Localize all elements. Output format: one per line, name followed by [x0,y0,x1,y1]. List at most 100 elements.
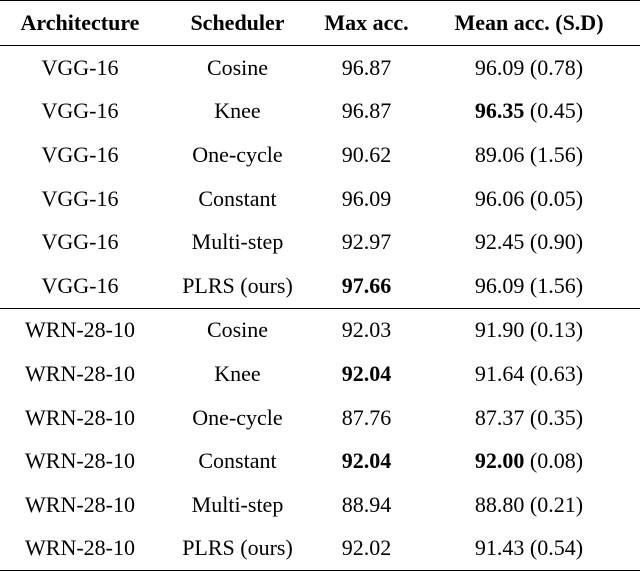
max-acc-cell: 97.66 [315,263,418,309]
scheduler-cell: One-cycle [192,141,283,167]
max-acc: 96.87 [341,54,392,80]
mean-acc: 96.06 [474,185,525,211]
table-row: VGG-16 Multi-step 92.97 92.45 (0.90) [0,220,640,264]
std-dev: (1.56) [529,141,584,167]
max-acc: 92.02 [341,535,392,561]
header-cell: Scheduler [160,0,315,46]
table-row: VGG-16 Constant 96.09 96.06 (0.05) [0,177,640,221]
mean-acc: 91.90 [474,317,525,343]
mean-acc-cell: 96.09 (0.78) [418,46,640,90]
max-acc: 97.66 [341,272,392,298]
architecture-cell: VGG-16 [41,98,119,124]
table-row: WRN-28-10 Multi-step 88.94 88.80 (0.21) [0,483,640,527]
mean-acc: 89.06 [474,141,525,167]
mean-acc-cell: 88.80 (0.21) [418,483,640,527]
scheduler-cell: Constant [198,185,277,211]
mean-acc-cell: 92.00 (0.08) [418,439,640,483]
max-acc-cell: 92.04 [315,352,418,396]
table-row: VGG-16 PLRS (ours) 97.66 96.09 (1.56) [0,263,640,309]
table-body: VGG-16 Cosine 96.87 96.09 (0.78) VGG-16 Knee 9… [0,46,640,572]
max-acc-cell: 87.76 [315,396,418,440]
mean-acc-cell: 91.90 (0.13) [418,308,640,352]
mean-acc: 96.09 [474,272,525,298]
std-dev: (0.21) [529,491,584,517]
max-acc-cell: 96.09 [315,177,418,221]
max-acc: 96.09 [341,185,392,211]
max-acc: 88.94 [341,491,392,517]
max-acc: 96.87 [341,98,392,124]
mean-acc: 91.43 [474,535,525,561]
mean-acc-cell: 92.45 (0.90) [418,220,640,264]
mean-acc: 91.64 [474,360,525,386]
architecture-cell: WRN-28-10 [25,317,135,343]
max-acc-cell: 88.94 [315,483,418,527]
architecture-cell: WRN-28-10 [0,526,160,572]
std-dev: (0.78) [529,54,584,80]
mean-acc-cell: 96.35 (0.45) [418,90,640,134]
std-dev: (0.45) [529,98,584,124]
scheduler-cell: Cosine [206,54,269,80]
std-dev: (0.05) [529,185,584,211]
max-acc: 92.04 [341,360,392,386]
std-dev: (0.90) [529,229,584,255]
mean-acc-cell: 89.06 (1.56) [418,133,640,177]
std-dev: (0.63) [529,360,584,386]
std-dev: (0.08) [529,448,584,474]
mean-acc: 87.37 [474,404,525,430]
header-cell: Architecture [0,0,160,46]
scheduler-cell: Multi-step [191,491,284,517]
header-row: Architecture Scheduler Max acc. Mean acc. (… [0,0,640,46]
architecture-cell: VGG-16 [0,263,160,309]
architecture-cell: VGG-16 [41,54,119,80]
max-acc: 87.76 [341,404,392,430]
scheduler-cell: Knee [214,360,261,386]
scheduler-cell: Knee [214,98,261,124]
mean-acc: 96.09 [474,54,525,80]
max-acc-cell: 92.03 [315,308,418,352]
scheduler-cell: One-cycle [192,404,283,430]
architecture-cell: VGG-16 [41,185,119,211]
scheduler-cell: Multi-step [191,229,284,255]
std-dev: (0.35) [529,404,584,430]
table-row: WRN-28-10 Constant 92.04 92.00 (0.08) [0,439,640,483]
mean-acc-cell: 91.43 (0.54) [418,526,640,572]
std-dev: (1.56) [529,272,584,298]
max-acc-cell: 92.04 [315,439,418,483]
architecture-cell: WRN-28-10 [25,360,135,386]
mean-acc: 96.35 [474,98,525,124]
max-acc-cell: 92.97 [315,220,418,264]
mean-acc: 92.45 [474,229,525,255]
table-row: VGG-16 One-cycle 90.62 89.06 (1.56) [0,133,640,177]
max-acc: 90.62 [341,141,392,167]
std-dev: (0.13) [529,317,584,343]
architecture-cell: VGG-16 [41,229,119,255]
scheduler-cell: PLRS (ours) [160,526,315,572]
table-row: VGG-16 Cosine 96.87 96.09 (0.78) [0,46,640,90]
scheduler-cell: Constant [198,448,277,474]
architecture-cell: VGG-16 [41,141,119,167]
architecture-cell: WRN-28-10 [25,448,135,474]
architecture-cell: WRN-28-10 [25,491,135,517]
mean-acc: 92.00 [474,448,525,474]
header-cell: Mean acc. (S.D) [418,0,640,46]
mean-acc-cell: 96.09 (1.56) [418,263,640,309]
scheduler-cell: PLRS (ours) [160,263,315,309]
max-acc-cell: 96.87 [315,90,418,134]
max-acc: 92.03 [341,317,392,343]
mean-acc: 88.80 [474,491,525,517]
mean-acc-cell: 96.06 (0.05) [418,177,640,221]
table-row: WRN-28-10 PLRS (ours) 92.02 91.43 (0.54) [0,526,640,572]
mean-acc-cell: 87.37 (0.35) [418,396,640,440]
mean-acc-cell: 91.64 (0.63) [418,352,640,396]
max-acc: 92.04 [341,448,392,474]
table-row: WRN-28-10 Knee 92.04 91.64 (0.63) [0,352,640,396]
table-row: WRN-28-10 Cosine 92.03 91.90 (0.13) [0,308,640,352]
header-cell: Max acc. [315,0,418,46]
table-row: VGG-16 Knee 96.87 96.35 (0.45) [0,90,640,134]
architecture-cell: WRN-28-10 [25,404,135,430]
max-acc: 92.97 [341,229,392,255]
max-acc-cell: 96.87 [315,46,418,90]
std-dev: (0.54) [529,535,584,561]
